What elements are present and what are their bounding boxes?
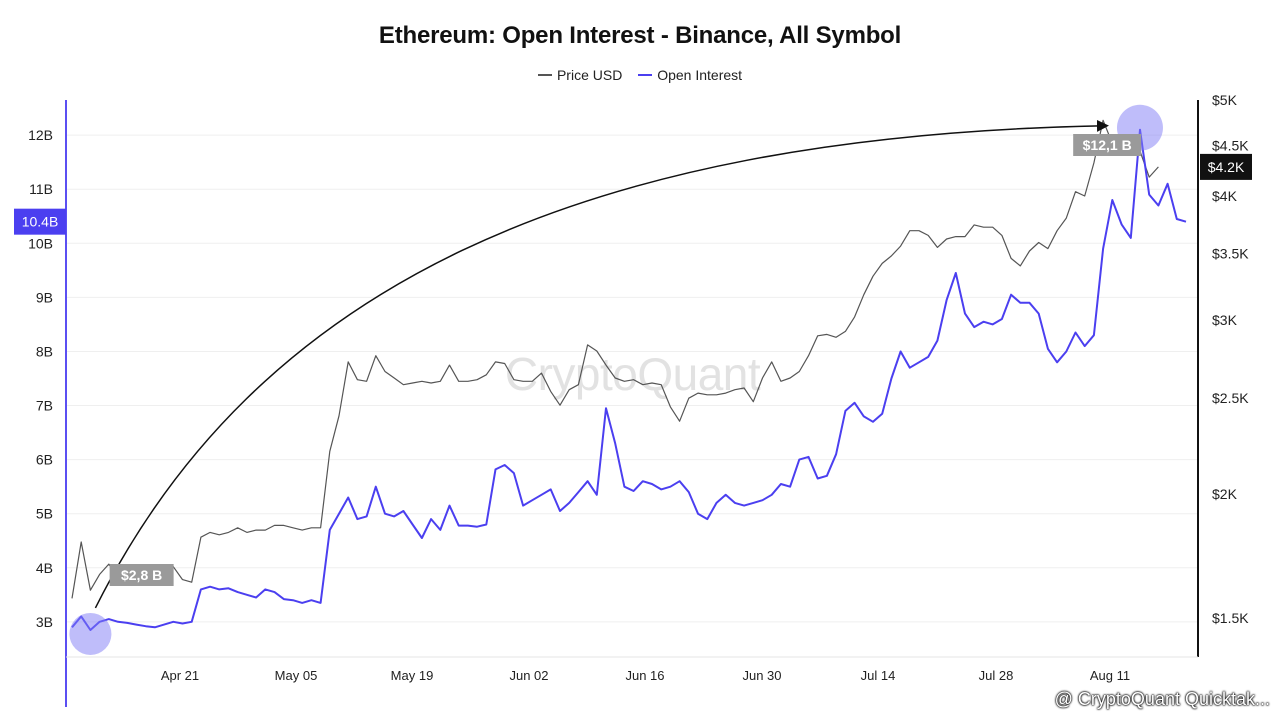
y-left-tick-label: 12B: [28, 127, 53, 143]
y-left-tick-label: 4B: [36, 560, 53, 576]
y-right-tick-label: $3K: [1212, 312, 1238, 328]
growth-arrow: [94, 119, 1109, 609]
annotation-label: $2,8 B: [121, 567, 162, 583]
footer-credit: @ CryptoQuant Quicktak...: [1054, 689, 1270, 709]
annotation-label: $12,1 B: [1083, 137, 1132, 153]
y-right-tick-label: $5K: [1212, 92, 1238, 108]
axes: 3B 4B 5B 6B 7B 8B 9B 10B 11B 12B $1.5K $2K $2.5K $3K $…: [28, 92, 1249, 707]
watermark: CryptoQuant: [504, 348, 761, 400]
x-tick-label: Apr 21: [161, 668, 199, 683]
legend-swatch-price: [537, 74, 552, 76]
series-line-open-interest: [71, 128, 1187, 631]
x-tick-label: May 19: [391, 668, 434, 683]
y-left-tick-label: 7B: [36, 398, 53, 414]
x-tick-label: Jun 02: [509, 668, 548, 683]
start-highlight-circle: [69, 612, 112, 655]
y-right-tick-label: $2K: [1212, 486, 1238, 502]
legend-item-price[interactable]: Price USD: [537, 67, 623, 83]
right-last-value-badge: [1200, 153, 1252, 180]
y-left-tick-label: 6B: [36, 452, 53, 468]
chart-title: Ethereum: Open Interest - Binance, All S…: [378, 22, 902, 49]
y-right-tick-label: $4.5K: [1212, 137, 1249, 153]
left-last-value-badge: [14, 208, 66, 235]
series-line-price-usd: [71, 119, 1159, 599]
annotation-label-box: [109, 564, 174, 586]
legend-item-open-interest[interactable]: Open Interest: [638, 67, 742, 83]
annotations: $2,8 B $12,1 B 10.4B $4.2K: [14, 104, 1252, 655]
x-tick-label: Jul 14: [861, 668, 896, 683]
y-right-tick-label: $3.5K: [1212, 245, 1249, 261]
y-left-tick-label: 10B: [28, 235, 53, 251]
gridlines: [66, 134, 1198, 623]
y-left-tick-label: 8B: [36, 343, 53, 359]
y-right-tick-label: $1.5K: [1212, 610, 1249, 626]
left-last-value-label: 10.4B: [22, 214, 59, 230]
annotation-label-box: [1073, 134, 1142, 156]
legend-label-price: Price USD: [556, 67, 623, 83]
right-last-value-label: $4.2K: [1208, 159, 1245, 175]
x-tick-label: Jun 16: [625, 668, 664, 683]
x-tick-label: May 05: [275, 668, 318, 683]
x-tick-label: Jul 28: [979, 668, 1014, 683]
legend-swatch-open-interest: [638, 74, 653, 76]
series-lines: [71, 119, 1187, 631]
y-right-tick-label: $2.5K: [1212, 390, 1249, 406]
legend-label-open-interest: Open Interest: [657, 67, 743, 83]
y-left-tick-label: 9B: [36, 289, 53, 305]
x-tick-label: Jun 30: [742, 668, 781, 683]
legend: Price USD Open Interest: [0, 63, 1280, 83]
y-right-tick-label: $4K: [1212, 188, 1238, 204]
y-left-tick-label: 11B: [29, 181, 53, 197]
x-tick-label: Aug 11: [1090, 668, 1130, 683]
y-left-tick-label: 5B: [36, 506, 53, 522]
y-left-tick-label: 3B: [36, 614, 53, 630]
